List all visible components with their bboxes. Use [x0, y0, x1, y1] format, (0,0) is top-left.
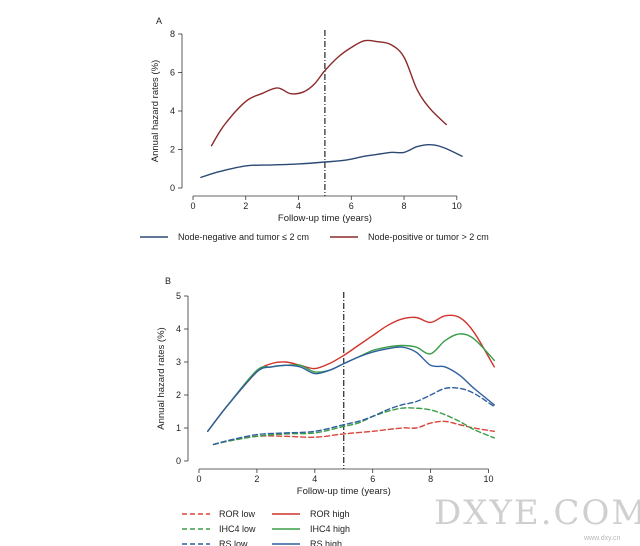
y-tick-label: 4: [176, 324, 181, 334]
series-line-rs-low: [212, 386, 495, 446]
watermark: DXYE.COM www.dxy.cn: [434, 493, 640, 542]
series-line-rs-high: [207, 346, 495, 432]
x-tick-label: 8: [428, 474, 433, 484]
y-tick-label: 0: [176, 456, 181, 466]
series-line-node-negative-and-tumor-2-cm: [200, 143, 463, 179]
y-tick-label: 8: [170, 29, 175, 39]
panel-b-y-axis-label: Annual hazard rates (%): [156, 327, 167, 429]
panel-a-legend: Node-negative and tumor ≤ 2 cm Node-posit…: [140, 232, 489, 242]
x-tick-label: 10: [484, 474, 494, 484]
y-tick-label: 6: [170, 68, 175, 78]
legend-label: Node-negative and tumor ≤ 2 cm: [178, 232, 309, 242]
panel-a-label: A: [156, 16, 162, 26]
x-tick-label: 2: [254, 474, 259, 484]
series-line-node-positive-or-tumor-2-cm: [210, 39, 447, 147]
watermark-text: DXYE.COM: [434, 493, 640, 533]
legend-label: RS low: [219, 539, 248, 546]
series-line-ihc4-low: [212, 407, 495, 446]
y-tick-label: 4: [170, 106, 175, 116]
x-tick-label: 6: [349, 201, 354, 211]
panel-a: A 0 2 4 6 8 10 0 2 4 6 8 Annual hazard rates (%) F…: [140, 16, 489, 242]
series-line-ror-high: [207, 314, 495, 432]
x-tick-label: 4: [296, 201, 301, 211]
panel-b-x-axis-label: Follow-up time (years): [297, 486, 391, 497]
y-tick-label: 2: [170, 145, 175, 155]
y-tick-label: 2: [176, 390, 181, 400]
legend-label: RS high: [310, 539, 342, 546]
panel-b-plot: 0 2 4 6 8 10 0 1 2 3 4 5: [176, 291, 495, 484]
x-tick-label: 2: [243, 201, 248, 211]
watermark-subtext: www.dxy.cn: [583, 535, 621, 542]
x-tick-label: 6: [370, 474, 375, 484]
y-tick-label: 0: [170, 183, 175, 193]
y-tick-label: 1: [176, 423, 181, 433]
series-line-ror-low: [212, 420, 495, 446]
legend-label: Node-positive or tumor > 2 cm: [368, 232, 489, 242]
x-tick-label: 0: [190, 201, 195, 211]
x-tick-label: 10: [452, 201, 462, 211]
panel-b-legend: ROR low ROR high IHC4 low IHC4 high RS low RS…: [182, 509, 350, 546]
y-tick-label: 3: [176, 357, 181, 367]
legend-label: ROR high: [310, 509, 350, 519]
x-tick-label: 0: [196, 474, 201, 484]
panel-a-x-axis-label: Follow-up time (years): [278, 213, 372, 224]
legend-label: IHC4 high: [310, 524, 350, 534]
panel-a-plot: 0 2 4 6 8 10 0 2 4 6 8: [170, 29, 463, 211]
x-tick-label: 8: [402, 201, 407, 211]
panel-a-y-axis-label: Annual hazard rates (%): [150, 60, 161, 162]
legend-label: IHC4 low: [219, 524, 256, 534]
y-tick-label: 5: [176, 291, 181, 301]
panel-b-label: B: [165, 276, 171, 286]
legend-label: ROR low: [219, 509, 256, 519]
x-tick-label: 4: [312, 474, 317, 484]
